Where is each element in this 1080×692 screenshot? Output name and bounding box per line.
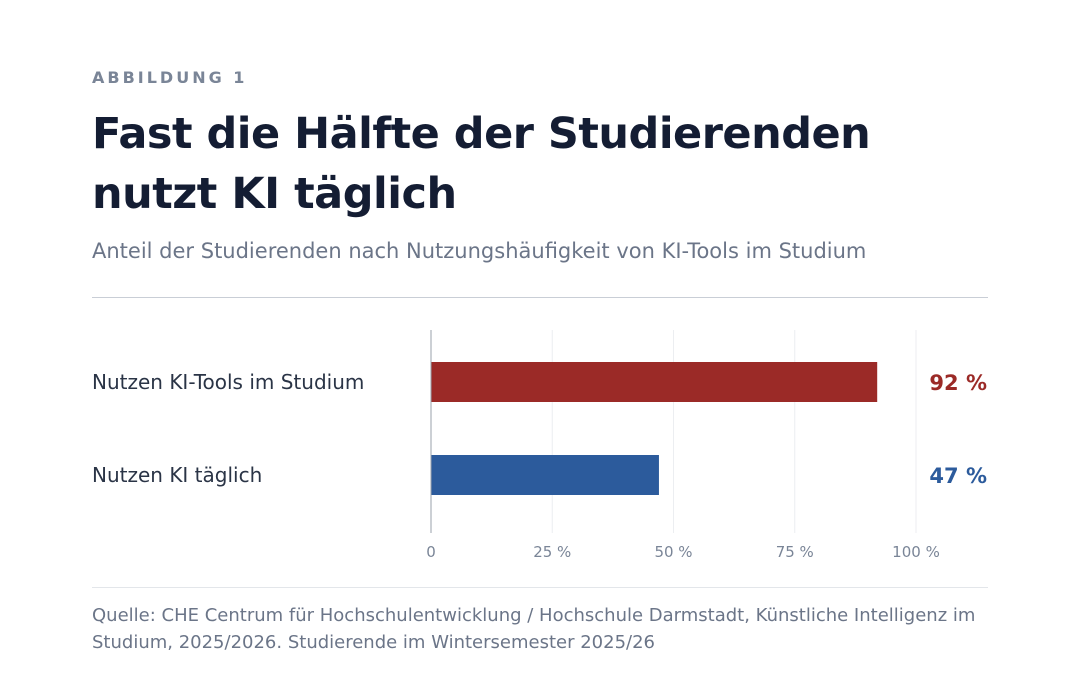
category-label: Nutzen KI-Tools im Studium (92, 370, 364, 394)
bar-chart: Nutzen KI-Tools im Studium Nutzen KI tägl… (92, 330, 987, 561)
x-axis-ticks: 0 25 % 50 % 75 % 100 % (426, 543, 940, 561)
top-divider (92, 297, 988, 298)
x-tick-label: 100 % (892, 543, 940, 561)
bar (431, 362, 878, 402)
source-note: Quelle: CHE Centrum für Hochschulentwick… (92, 605, 976, 653)
chart-subtitle: Anteil der Studierenden nach Nutzungshäu… (92, 239, 867, 263)
chart-title: Fast die Hälfte der Studierenden nutzt K… (92, 109, 871, 219)
bars (431, 362, 878, 495)
category-label: Nutzen KI täglich (92, 463, 262, 487)
bar (431, 455, 659, 495)
x-tick-label: 25 % (533, 543, 571, 561)
x-tick-label: 0 (426, 543, 436, 561)
x-tick-label: 75 % (776, 543, 814, 561)
value-label: 92 % (929, 371, 987, 395)
x-tick-label: 50 % (654, 543, 692, 561)
value-labels: 92 % 47 % (929, 371, 987, 488)
value-label: 47 % (929, 464, 987, 488)
gridlines (551, 330, 917, 533)
bottom-divider (92, 587, 988, 588)
category-labels: Nutzen KI-Tools im Studium Nutzen KI tägl… (92, 370, 364, 487)
figure-kicker: ABBILDUNG 1 (92, 68, 248, 87)
